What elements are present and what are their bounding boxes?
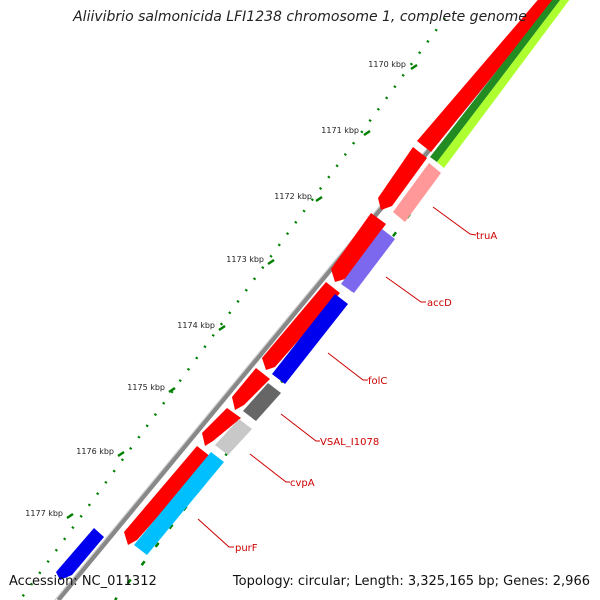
gene-label-truA: truA: [476, 231, 497, 242]
cds-forward-1: [417, 0, 554, 152]
cds-forward-3: [331, 213, 386, 282]
cds-forward-5: [232, 368, 270, 410]
map-title: Aliivibrio salmonicida LFI1238 chromosom…: [73, 9, 527, 25]
gene-blue-end: [56, 528, 104, 580]
gene-VSAL_I1078: [243, 383, 281, 421]
tick-label-1176: 1176 kbp: [76, 447, 114, 456]
genome-summary-text: Topology: circular; Length: 3,325,165 bp…: [232, 574, 590, 589]
gene-green-light: [437, 0, 570, 168]
label-lines: [197, 206, 477, 548]
tick-label-1177: 1177 kbp: [25, 509, 63, 518]
tick-label-1175: 1175 kbp: [127, 383, 165, 392]
gene-truA: [393, 163, 441, 222]
major-ticks: [66, 63, 418, 520]
gene-features: [56, 0, 570, 580]
scale-dotted-ring: [18, 17, 447, 600]
gene-label-cvpA: cvpA: [290, 478, 315, 489]
gene-label-purF: purF: [235, 543, 258, 554]
cds-forward-2: [378, 147, 427, 210]
gene-green-dark: [430, 0, 561, 162]
cds-forward-4: [262, 282, 340, 370]
cds-forward-7: [124, 446, 211, 545]
gene-purF: [134, 452, 224, 555]
gene-folC: [272, 294, 348, 384]
gene-accD: [341, 229, 395, 293]
scale-tick-labels: 1170 kbp 1171 kbp 1172 kbp 1173 kbp 1174…: [25, 60, 406, 518]
accession-text: Accession: NC_011312: [9, 574, 157, 589]
tick-label-1173: 1173 kbp: [226, 255, 264, 264]
gene-label-folC: folC: [368, 376, 387, 387]
gene-labels: truA accD folC VSAL_I1078 cvpA purF: [235, 231, 497, 554]
tick-label-1172: 1172 kbp: [274, 192, 312, 201]
tick-label-1170: 1170 kbp: [368, 60, 406, 69]
tick-label-1174: 1174 kbp: [177, 321, 215, 330]
gene-label-accD: accD: [427, 298, 452, 309]
cds-forward-6: [202, 408, 241, 446]
gene-cvpA: [215, 419, 252, 455]
backbone-circle: [56, 0, 556, 600]
gene-label-VSAL_I1078: VSAL_I1078: [320, 437, 379, 448]
forward-strand-cds: [124, 0, 554, 545]
tick-label-1171: 1171 kbp: [321, 126, 359, 135]
